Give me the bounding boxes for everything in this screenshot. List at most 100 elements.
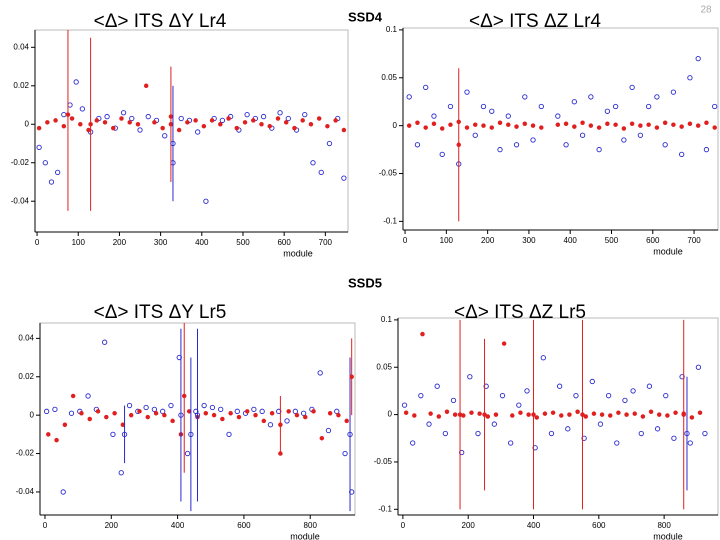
point [550,410,556,415]
point [151,406,158,413]
point [483,383,489,389]
point [244,111,250,118]
plot-area [397,317,719,516]
point [670,89,677,95]
point [85,393,91,399]
section-label: SSD4 [348,9,383,24]
point [236,414,242,420]
point [176,354,182,361]
point [448,122,453,127]
point [168,402,174,409]
point [687,75,693,81]
point [234,125,240,131]
point [681,412,686,417]
point [283,120,289,125]
point [203,198,209,204]
point [572,124,577,129]
point [522,94,528,100]
point [638,123,643,128]
point [646,122,651,127]
point [679,151,685,158]
point [260,113,267,120]
point [575,409,580,415]
point [110,125,116,131]
point [342,450,348,457]
point [311,409,316,414]
point [687,440,693,446]
point [506,122,511,127]
x-tick-label: 400 [171,521,185,530]
point [480,103,487,110]
point [436,414,442,419]
point [477,411,482,416]
point [684,430,690,437]
x-tick-label: 0 [403,236,408,245]
point [153,410,159,416]
point [588,94,594,100]
point [170,418,175,424]
point [86,127,91,133]
x-tick-label: 200 [105,521,119,530]
point [646,383,653,389]
point [87,416,92,422]
point [703,146,710,153]
point [170,140,176,147]
point [218,122,223,127]
point [120,110,127,116]
point [316,116,322,121]
point [251,118,256,123]
x-tick-label: 200 [481,236,495,245]
point [457,412,463,417]
point [73,79,79,85]
point [616,410,621,415]
point [349,489,355,495]
point [308,122,314,127]
point [567,412,572,417]
point [55,169,61,176]
point [534,415,540,420]
point [410,440,416,446]
point [286,409,291,414]
point [591,411,597,416]
point [475,430,481,437]
point [349,374,354,380]
point [434,383,440,389]
point [508,440,514,446]
x-tick-label: 600 [592,521,606,530]
point [489,108,495,114]
point [510,413,515,418]
point [253,412,258,418]
x-axis-label: module [290,531,320,540]
point [325,123,330,129]
point [414,142,421,148]
y-tick-label: 0.1 [381,315,393,324]
y-tick-label: -0.05 [379,169,398,178]
x-tick-label: 0 [35,238,40,247]
point [94,118,100,123]
point [292,408,298,414]
point [563,142,569,148]
point [46,432,51,437]
point [493,412,499,417]
point [671,435,677,441]
x-tick-label: 400 [564,236,578,245]
point [211,412,217,418]
point [447,103,454,110]
point [588,123,594,128]
point [464,89,470,95]
point [444,409,450,415]
y-tick-label: -0.02 [11,158,30,167]
point [194,412,201,418]
point [423,84,429,91]
point [522,121,528,126]
point [65,112,71,117]
point [472,122,478,127]
point [168,122,174,127]
point [401,402,408,408]
x-tick-label: 300 [522,236,536,245]
point [581,435,587,441]
x-tick-label: 500 [605,236,619,245]
point [188,431,194,438]
point [145,113,151,120]
